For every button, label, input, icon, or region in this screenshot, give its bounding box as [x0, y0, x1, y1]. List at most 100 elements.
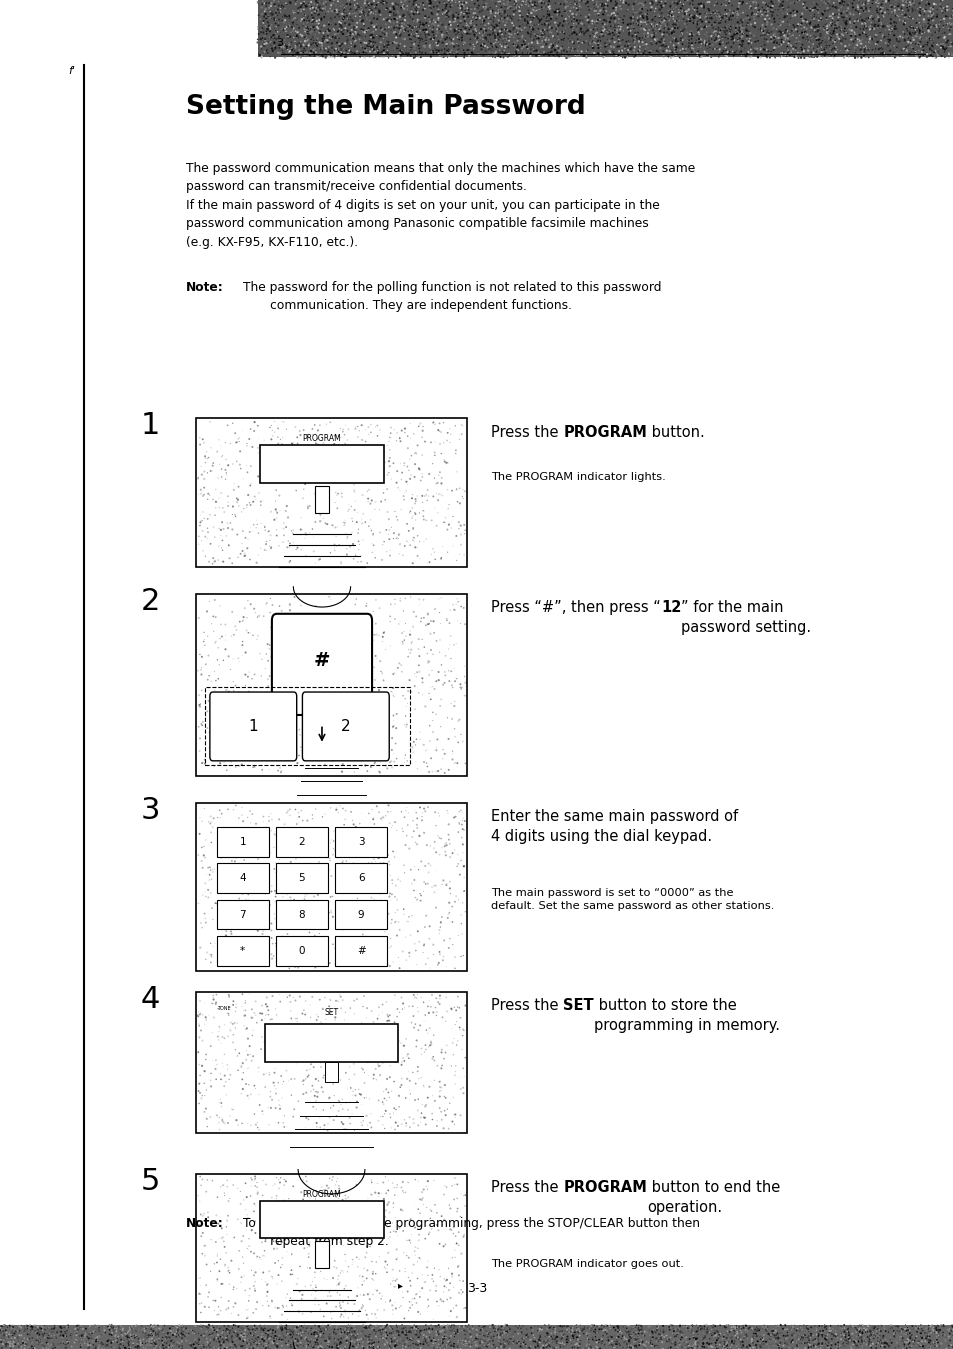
- Point: [866, 1315, 882, 1337]
- Point: [223, 1020, 238, 1041]
- Point: [419, 873, 435, 894]
- Point: [0, 1325, 12, 1346]
- Point: [436, 1282, 451, 1303]
- Point: [932, 35, 947, 57]
- Point: [586, 1319, 601, 1341]
- Point: [429, 1337, 444, 1349]
- Point: [331, 942, 346, 963]
- Point: [818, 34, 833, 55]
- Point: [388, 1221, 403, 1242]
- Point: [905, 1318, 921, 1340]
- Point: [312, 38, 327, 59]
- Point: [262, 665, 277, 687]
- Point: [891, 0, 906, 15]
- Point: [573, 13, 588, 35]
- Point: [915, 1336, 930, 1349]
- Point: [685, 1322, 700, 1344]
- Point: [852, 1334, 867, 1349]
- Point: [5, 1314, 20, 1336]
- Point: [770, 15, 785, 36]
- Point: [536, 20, 551, 42]
- Point: [557, 27, 572, 49]
- Point: [290, 1039, 305, 1060]
- Point: [393, 19, 408, 40]
- Point: [760, 40, 776, 62]
- Point: [456, 0, 472, 19]
- Point: [233, 1211, 248, 1233]
- Point: [418, 19, 434, 40]
- Point: [570, 1318, 585, 1340]
- Point: [856, 42, 871, 63]
- Point: [329, 1, 344, 23]
- Point: [236, 1190, 252, 1211]
- Point: [287, 587, 302, 608]
- Point: [445, 536, 460, 557]
- Point: [454, 0, 469, 18]
- Point: [346, 1213, 361, 1234]
- Point: [787, 31, 802, 53]
- Point: [308, 1280, 323, 1302]
- Point: [844, 20, 860, 42]
- Point: [292, 32, 307, 54]
- Point: [599, 28, 615, 50]
- Point: [268, 36, 283, 58]
- Point: [540, 0, 556, 18]
- Point: [355, 1314, 371, 1336]
- Point: [386, 685, 401, 707]
- Point: [341, 1056, 356, 1078]
- Point: [650, 1314, 665, 1336]
- Point: [623, 16, 639, 38]
- Point: [223, 751, 238, 773]
- Point: [456, 1226, 471, 1248]
- Point: [497, 35, 512, 57]
- Point: [222, 1322, 237, 1344]
- Point: [297, 473, 313, 495]
- Point: [642, 1330, 658, 1349]
- Point: [700, 0, 716, 20]
- Point: [161, 1337, 176, 1349]
- Point: [378, 904, 394, 925]
- Point: [920, 0, 935, 15]
- Point: [523, 1322, 538, 1344]
- Point: [269, 1004, 284, 1025]
- Point: [345, 533, 360, 554]
- Point: [203, 1260, 218, 1282]
- Point: [402, 500, 417, 522]
- Point: [341, 0, 356, 11]
- Point: [898, 1323, 913, 1345]
- Point: [588, 1322, 603, 1344]
- Point: [731, 26, 746, 47]
- Point: [613, 36, 628, 58]
- Point: [383, 422, 398, 444]
- Point: [734, 1331, 749, 1349]
- Point: [208, 496, 223, 518]
- Point: [284, 1260, 299, 1282]
- Point: [355, 503, 371, 525]
- Point: [449, 549, 464, 571]
- Point: [268, 998, 283, 1020]
- Point: [378, 936, 394, 958]
- Point: [288, 35, 303, 57]
- Point: [214, 1338, 230, 1349]
- Point: [220, 707, 235, 728]
- Point: [282, 952, 297, 974]
- Point: [42, 1336, 57, 1349]
- Point: [913, 1330, 928, 1349]
- Point: [59, 1319, 74, 1341]
- Point: [665, 0, 680, 20]
- Point: [338, 538, 354, 560]
- Point: [642, 1315, 658, 1337]
- Point: [263, 1318, 278, 1340]
- Point: [800, 1318, 815, 1340]
- Point: [609, 1323, 624, 1345]
- Point: [356, 1271, 372, 1292]
- Point: [753, 26, 768, 47]
- Point: [333, 754, 348, 776]
- Point: [306, 16, 321, 38]
- Point: [351, 1021, 366, 1043]
- Point: [841, 34, 856, 55]
- Point: [634, 1331, 649, 1349]
- Point: [276, 12, 292, 34]
- Point: [864, 47, 880, 69]
- Point: [769, 1315, 784, 1337]
